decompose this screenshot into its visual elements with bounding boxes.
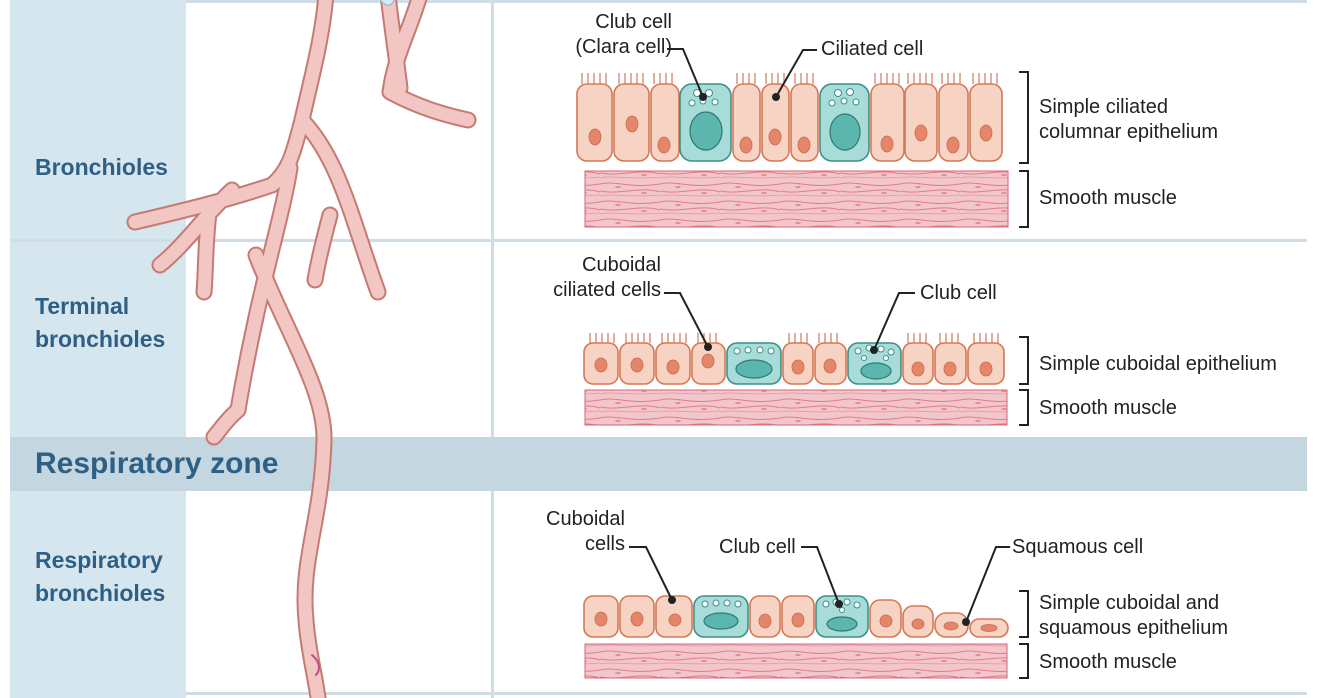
label-simple-cuboidal-epithelium: Simple cuboidal epithelium — [1039, 353, 1277, 375]
bronchioles-epithelium — [576, 48, 1029, 228]
row-title-bronchioles: Bronchioles — [35, 154, 168, 180]
divider-bottom — [186, 692, 1307, 695]
row-title-terminal-bronchioles: Terminal bronchioles — [35, 293, 166, 352]
divider-col-bottom — [491, 491, 494, 698]
respiratory-zone-band — [10, 437, 1307, 491]
row-title-respiratory-bronchioles: Respiratory bronchioles — [35, 547, 166, 606]
label-simple-ciliated-columnar: Simple ciliated columnar epithelium — [1039, 96, 1218, 143]
side-panel-respiratory — [10, 491, 186, 698]
label-cuboidal-ciliated-cells: Cuboidal ciliated cells — [553, 254, 661, 301]
divider-top — [186, 0, 1307, 3]
label-club-cell-clara: Club cell (Clara cell) — [575, 11, 672, 58]
label-simple-cuboidal-squamous: Simple cuboidal and squamous epithelium — [1039, 592, 1228, 639]
label-squamous-cell: Squamous cell — [1012, 536, 1144, 558]
label-cuboidal-cells: Cuboidal cells — [546, 508, 625, 555]
label-smooth-muscle-1: Smooth muscle — [1039, 187, 1177, 209]
respiratory-bronchioles-epithelium — [583, 546, 1029, 679]
label-smooth-muscle-3: Smooth muscle — [1039, 651, 1177, 673]
label-club-cell-respiratory: Club cell — [719, 536, 796, 558]
label-club-cell-terminal: Club cell — [920, 282, 997, 304]
label-smooth-muscle-2: Smooth muscle — [1039, 397, 1177, 419]
terminal-bronchioles-epithelium — [583, 292, 1029, 426]
divider-row1 — [10, 239, 1307, 242]
divider-col-top — [491, 0, 494, 437]
respiratory-zone-title: Respiratory zone — [35, 447, 279, 480]
label-ciliated-cell: Ciliated cell — [821, 38, 924, 60]
airway-tree — [126, 0, 477, 698]
